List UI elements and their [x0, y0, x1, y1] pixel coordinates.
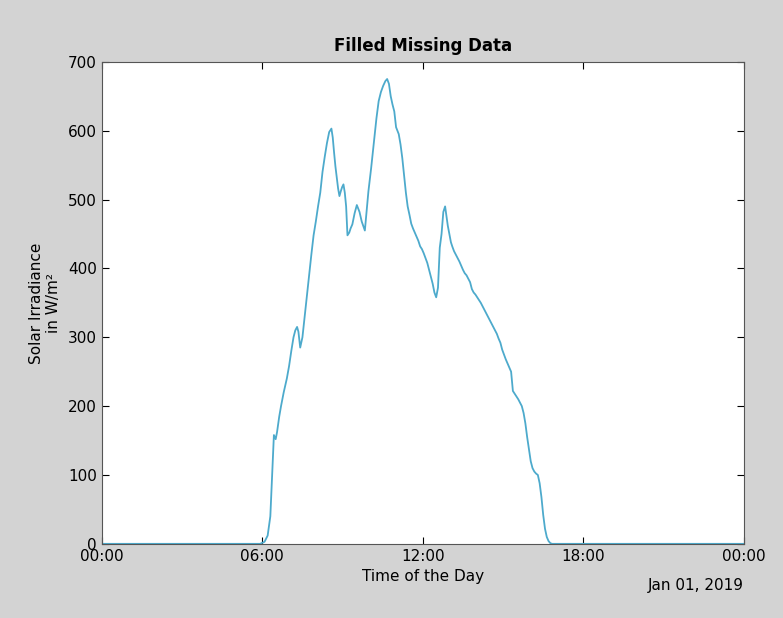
Text: Jan 01, 2019: Jan 01, 2019 [648, 578, 744, 593]
X-axis label: Time of the Day: Time of the Day [362, 569, 484, 584]
Title: Filled Missing Data: Filled Missing Data [334, 36, 512, 54]
Y-axis label: Solar Irradiance
in W/m²: Solar Irradiance in W/m² [29, 242, 61, 363]
